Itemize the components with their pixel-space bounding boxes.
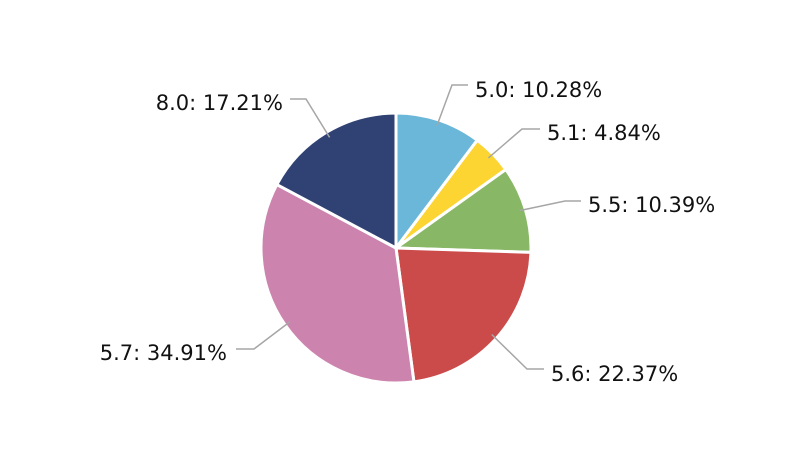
leader-line-5-6 bbox=[491, 333, 544, 370]
leader-line-5-0 bbox=[436, 84, 468, 126]
leader-line-5-1 bbox=[487, 128, 540, 159]
data-labels: 5.0: 10.28% 5.1: 4.84% 5.5: 10.39% 5.6: … bbox=[100, 78, 715, 386]
data-label-5-0: 5.0: 10.28% bbox=[475, 78, 602, 102]
data-label-5-6: 5.6: 22.37% bbox=[551, 362, 678, 386]
data-label-5-5: 5.5: 10.39% bbox=[588, 193, 715, 217]
leader-line-5-7 bbox=[236, 321, 291, 350]
data-label-5-1: 5.1: 4.84% bbox=[547, 121, 661, 145]
data-label-5-7: 5.7: 34.91% bbox=[100, 341, 227, 365]
data-label-8-0: 8.0: 17.21% bbox=[156, 91, 283, 115]
leader-line-5-5 bbox=[519, 200, 581, 212]
pie-slice-5-6 bbox=[394, 246, 533, 384]
leader-lines bbox=[236, 84, 581, 370]
leader-line-8-0 bbox=[290, 98, 331, 138]
pie-slices bbox=[259, 111, 533, 385]
